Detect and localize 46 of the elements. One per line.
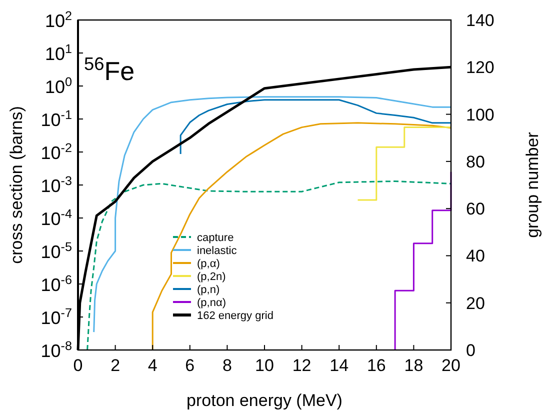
y-tick-label: 10$^{-1}$ [40,108,72,130]
y-tick-label: 10$^{0}$ [44,75,72,97]
y2-axis-title: group number [523,132,542,238]
y2-tick-label: 0 [466,341,476,360]
y2-tick-label: 100 [466,105,494,124]
x-tick-label: 12 [292,356,312,375]
y-tick-label: 10$^{-7}$ [40,306,72,328]
y2-tick-label: 80 [466,152,485,172]
x-tick-label: 6 [185,356,195,375]
x-tick-label: 4 [148,356,158,375]
y2-tick-label: 120 [466,58,494,78]
y2-tick-label: 20 [466,294,485,313]
annotation: $^{56}$Fe [84,54,135,86]
y2-tick-label: 140 [466,11,494,30]
line-series [394,171,452,351]
y-tick-label: 10$^{-6}$ [40,273,72,295]
line-series [152,122,452,351]
legend-label: (p,nα) [197,297,226,309]
line-series [93,96,452,333]
x-tick-label: 16 [366,356,386,375]
legend-label: (p,α) [197,258,220,270]
x-tick-label: 0 [73,356,83,375]
x-axis-title: proton energy (MeV) [186,391,342,410]
line-series [86,180,452,351]
x-tick-label: 10 [255,356,274,375]
y-tick-label: 10$^{-2}$ [40,141,72,163]
y-tick-label: 10$^{-5}$ [40,240,72,262]
x-tick-label: 20 [442,356,460,375]
legend-label: (p,n) [197,284,220,296]
line-series [180,99,452,155]
y2-tick-label: 60 [466,200,485,219]
x-tick-label: 8 [222,356,232,375]
legend-label: (p,2n) [197,271,226,283]
y2-tick-label: 40 [466,246,485,266]
y-tick-label: 10$^{1}$ [44,42,72,64]
legend-label: capture [197,232,234,244]
x-tick-label: 18 [404,356,424,375]
y-axis-title: cross section (barns) [7,106,26,264]
y-tick-label: 10$^{-3}$ [40,174,72,196]
y-tick-label: 10$^{2}$ [44,9,72,31]
x-tick-label: 14 [330,356,349,375]
y-tick-label: 10$^{-8}$ [40,339,72,361]
legend-label: inelastic [197,245,238,257]
legend-label: 162 energy grid [197,310,274,322]
y-tick-label: 10$^{-4}$ [40,207,72,229]
x-tick-label: 2 [110,356,120,375]
